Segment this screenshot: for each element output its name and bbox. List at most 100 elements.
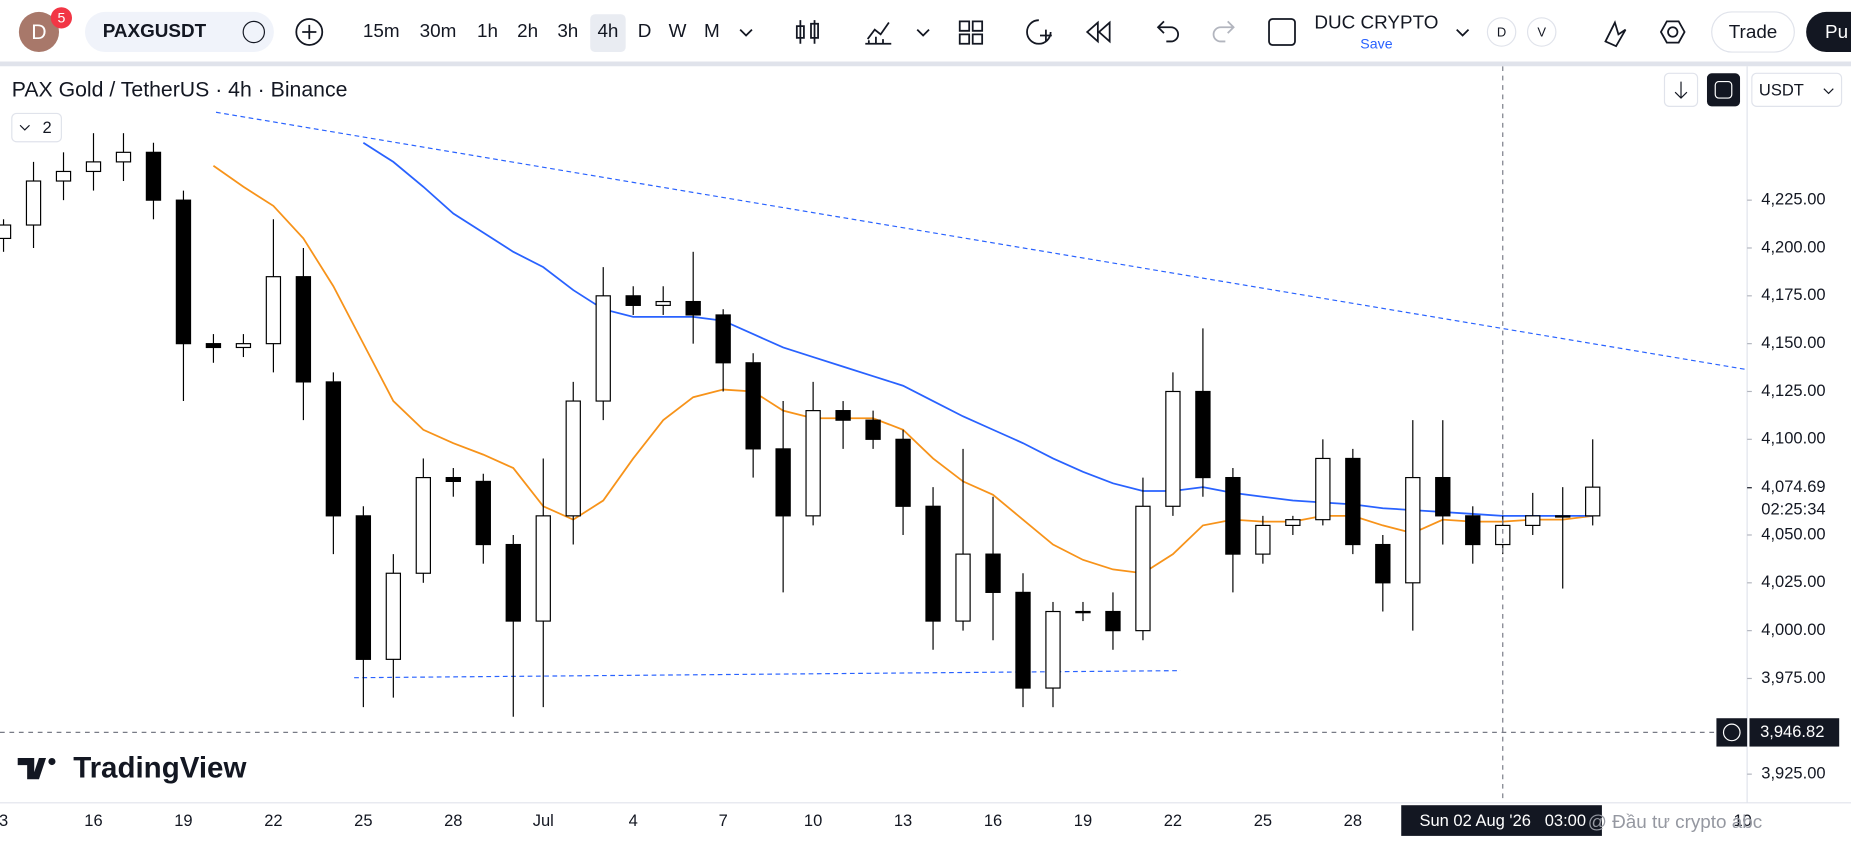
candle-body (415, 476, 431, 574)
interval[interactable]: 2h (517, 21, 538, 42)
candle-body (835, 410, 851, 421)
logo-dot (48, 757, 56, 766)
save-button[interactable]: Save (1360, 37, 1392, 53)
publish-button[interactable]: Pu (1825, 22, 1848, 43)
candle-body (955, 553, 971, 622)
v-circle[interactable] (1526, 17, 1557, 47)
logo: TradingView (17, 752, 246, 785)
interval-active-bg (590, 14, 626, 53)
candle-body (265, 276, 282, 345)
candle-body (655, 300, 671, 306)
trend-line-upper (215, 111, 1748, 371)
trade-button[interactable]: Trade (1729, 22, 1778, 43)
watermark: @ Đầu tư crypto abc (1588, 812, 1762, 833)
v-button[interactable]: V (1537, 25, 1546, 40)
layout-icon[interactable] (1268, 18, 1296, 46)
layout-menu[interactable] (1456, 29, 1470, 37)
moving-average (212, 164, 1593, 575)
indicators-menu[interactable] (916, 29, 930, 37)
indicator-count[interactable]: 2 (42, 118, 51, 137)
candle-body (0, 224, 12, 240)
avatar-letter[interactable]: D (31, 20, 46, 44)
y-tick-label: 4,150.00 (1761, 333, 1825, 352)
interval[interactable]: D (638, 21, 652, 42)
auto-icon (1714, 80, 1733, 99)
x-tick-label: 16 (984, 811, 1002, 830)
candle-body (1585, 486, 1601, 517)
indicators-icon[interactable] (865, 22, 892, 45)
quick-icon[interactable] (1604, 20, 1627, 48)
layouts-icon[interactable] (958, 20, 984, 45)
axes: 4,225.00 4,200.00 4,175.00 4,150.00 4,125.00… (0, 190, 1840, 836)
x-tick-label: 25 (1254, 811, 1272, 830)
candle-body (385, 572, 402, 660)
interval[interactable]: 15m (363, 21, 400, 42)
candle-body (85, 161, 102, 173)
candle-body (1045, 610, 1061, 689)
x-tick-label: 10 (804, 811, 822, 830)
candle-body (1405, 476, 1421, 584)
candle-body (805, 410, 821, 517)
candle-body (1435, 476, 1451, 517)
candle-body (55, 170, 72, 182)
currency-select[interactable] (1751, 72, 1843, 107)
interval[interactable]: 3h (557, 21, 578, 42)
candle-body (325, 381, 342, 517)
symbol[interactable]: PAXGUSDT (103, 21, 207, 42)
layout-name[interactable]: DUC CRYPTO (1314, 13, 1438, 34)
symbol-search[interactable] (84, 11, 274, 53)
add-alert-icon[interactable] (1722, 723, 1741, 742)
candle-body (535, 515, 551, 622)
interval[interactable]: W (669, 21, 687, 42)
x-tick-label: 3 (0, 811, 8, 830)
y-tick-label: 4,025.00 (1761, 572, 1825, 591)
y-tick-label: 4,225.00 (1761, 190, 1825, 209)
candle-body (1375, 543, 1391, 584)
publish-button-bg[interactable] (1806, 11, 1851, 53)
auto-button[interactable] (1706, 73, 1741, 107)
candle-body (715, 314, 731, 364)
interval[interactable]: 30m (420, 21, 457, 42)
undo-icon[interactable] (1156, 20, 1179, 43)
redo-icon[interactable] (1212, 20, 1235, 43)
chart-title: PAX Gold / TetherUS · 4h · Binance (12, 78, 348, 102)
candle-body (145, 151, 162, 201)
interval[interactable]: M (704, 21, 720, 42)
candle-body (355, 515, 372, 660)
replay-icon[interactable] (1085, 20, 1111, 44)
x-tick-label: 28 (444, 811, 462, 830)
interval[interactable]: 1h (477, 21, 498, 42)
toolbar-icons (795, 18, 1686, 48)
d-button[interactable]: D (1497, 25, 1506, 40)
settings-icon[interactable] (1659, 20, 1686, 44)
alert-icon[interactable] (1026, 19, 1052, 45)
candle-body (1315, 457, 1331, 521)
crosshair-time: Sun 02 Aug '26 03:00 (1419, 811, 1586, 830)
y-tick-label: 4,050.00 (1761, 524, 1825, 543)
symbol-icon[interactable] (242, 20, 266, 44)
scroll-icon (1674, 81, 1688, 99)
x-tick-label: 22 (264, 811, 282, 830)
logo-mark (17, 757, 47, 780)
x-tick-label: 19 (174, 811, 192, 830)
indicator-toggle[interactable] (11, 112, 62, 143)
candle-body (1135, 505, 1151, 632)
candle-body (685, 300, 701, 316)
interval-group: 15m 30m 1h 2h 3h 4h D W M (363, 14, 720, 53)
crosshair-time-bg (1401, 805, 1602, 836)
interval-menu[interactable] (739, 29, 753, 37)
d-circle[interactable] (1486, 17, 1517, 47)
candle-body (985, 553, 1001, 593)
candles-icon[interactable] (795, 20, 819, 44)
add-alert-bg[interactable] (1716, 718, 1748, 747)
currency[interactable]: USDT (1759, 80, 1804, 99)
trade-button-bg[interactable] (1711, 11, 1795, 53)
avatar[interactable] (18, 11, 60, 53)
currency-chevron (1823, 88, 1834, 95)
candle-body (595, 295, 611, 402)
candle-body (505, 543, 521, 622)
compare-button[interactable] (295, 18, 324, 46)
plot-area (0, 66, 1748, 803)
interval[interactable]: 4h (597, 21, 618, 42)
